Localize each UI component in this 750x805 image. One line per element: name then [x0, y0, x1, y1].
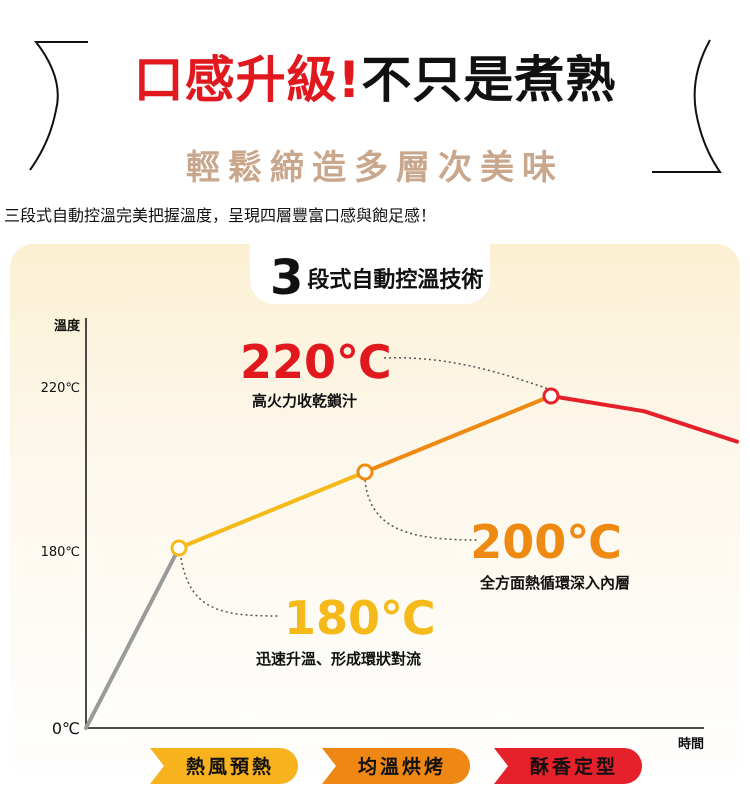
series-line-stage1: [177, 470, 367, 550]
annotation-temp: 200℃: [470, 515, 622, 569]
annotation-temp: 180℃: [284, 591, 436, 645]
right-bracket-icon: [652, 39, 722, 173]
annotation-desc: 全方面熱循環深入內層: [479, 574, 630, 592]
leader-180: [180, 557, 279, 617]
series-line-preheat: [84, 546, 181, 730]
section-title: 段式自動控溫技術: [307, 268, 484, 293]
annotation-desc: 高火力收乾鎖汁: [252, 392, 357, 410]
annotation-temp: 220℃: [240, 335, 392, 389]
x-axis-label: 時間: [678, 736, 704, 752]
data-point-marker: [542, 387, 560, 405]
series-line-stage2: [363, 394, 553, 474]
title-mark: !: [337, 51, 362, 109]
title-part1: 口感升級: [133, 51, 338, 109]
data-point-marker: [356, 463, 374, 481]
page-subtitle: 輕鬆締造多層次美味: [186, 148, 564, 188]
y-tick-label: 180℃: [41, 545, 80, 560]
title-part2: 不只是煮熟: [361, 51, 617, 109]
page-title: 口感升級!不只是煮熟: [0, 40, 750, 112]
y-tick-label: 0℃: [52, 719, 80, 738]
chart-panel: [10, 244, 740, 789]
left-bracket-icon: [29, 41, 88, 171]
annotation-desc: 迅速升溫、形成環狀對流: [256, 650, 421, 668]
panel-tab: [250, 244, 490, 304]
series-line-stage3: [549, 394, 739, 444]
section-number: 3: [270, 250, 304, 306]
stage-pill-1: [150, 748, 298, 784]
stage-label: 熱風預熱: [186, 755, 274, 778]
data-point-marker: [170, 539, 188, 557]
leader-220: [383, 357, 552, 391]
leader-200: [364, 479, 479, 541]
intro-text: 三段式自動控溫完美把握溫度，呈現四層豐富口感與飽足感！: [4, 206, 437, 225]
section-heading: 3 段式自動控溫技術: [270, 250, 490, 306]
stage-label: 酥香定型: [530, 755, 618, 778]
stage-pill-3: [494, 748, 642, 784]
y-axis-label: 溫度: [54, 318, 81, 334]
y-tick-label: 220℃: [41, 381, 80, 396]
stage-label: 均溫烘烤: [358, 755, 446, 778]
stage-pill-2: [322, 748, 470, 784]
